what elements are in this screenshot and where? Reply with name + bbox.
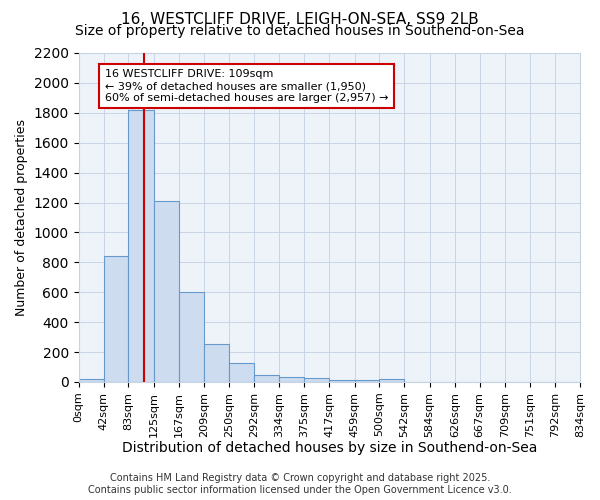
Bar	[379, 379, 404, 382]
Bar	[280, 377, 304, 382]
Bar	[229, 362, 254, 382]
Bar	[304, 378, 329, 382]
Bar	[128, 110, 154, 382]
Bar	[79, 379, 104, 382]
Text: Size of property relative to detached houses in Southend-on-Sea: Size of property relative to detached ho…	[75, 24, 525, 38]
Text: Contains HM Land Registry data © Crown copyright and database right 2025.
Contai: Contains HM Land Registry data © Crown c…	[88, 474, 512, 495]
X-axis label: Distribution of detached houses by size in Southend-on-Sea: Distribution of detached houses by size …	[122, 441, 537, 455]
Bar	[355, 380, 379, 382]
Bar	[204, 344, 229, 382]
Bar	[104, 256, 128, 382]
Text: 16, WESTCLIFF DRIVE, LEIGH-ON-SEA, SS9 2LB: 16, WESTCLIFF DRIVE, LEIGH-ON-SEA, SS9 2…	[121, 12, 479, 28]
Bar	[179, 292, 204, 382]
Bar	[254, 374, 280, 382]
Text: 16 WESTCLIFF DRIVE: 109sqm
← 39% of detached houses are smaller (1,950)
60% of s: 16 WESTCLIFF DRIVE: 109sqm ← 39% of deta…	[105, 70, 388, 102]
Y-axis label: Number of detached properties: Number of detached properties	[15, 119, 28, 316]
Bar	[154, 201, 179, 382]
Bar	[329, 380, 355, 382]
